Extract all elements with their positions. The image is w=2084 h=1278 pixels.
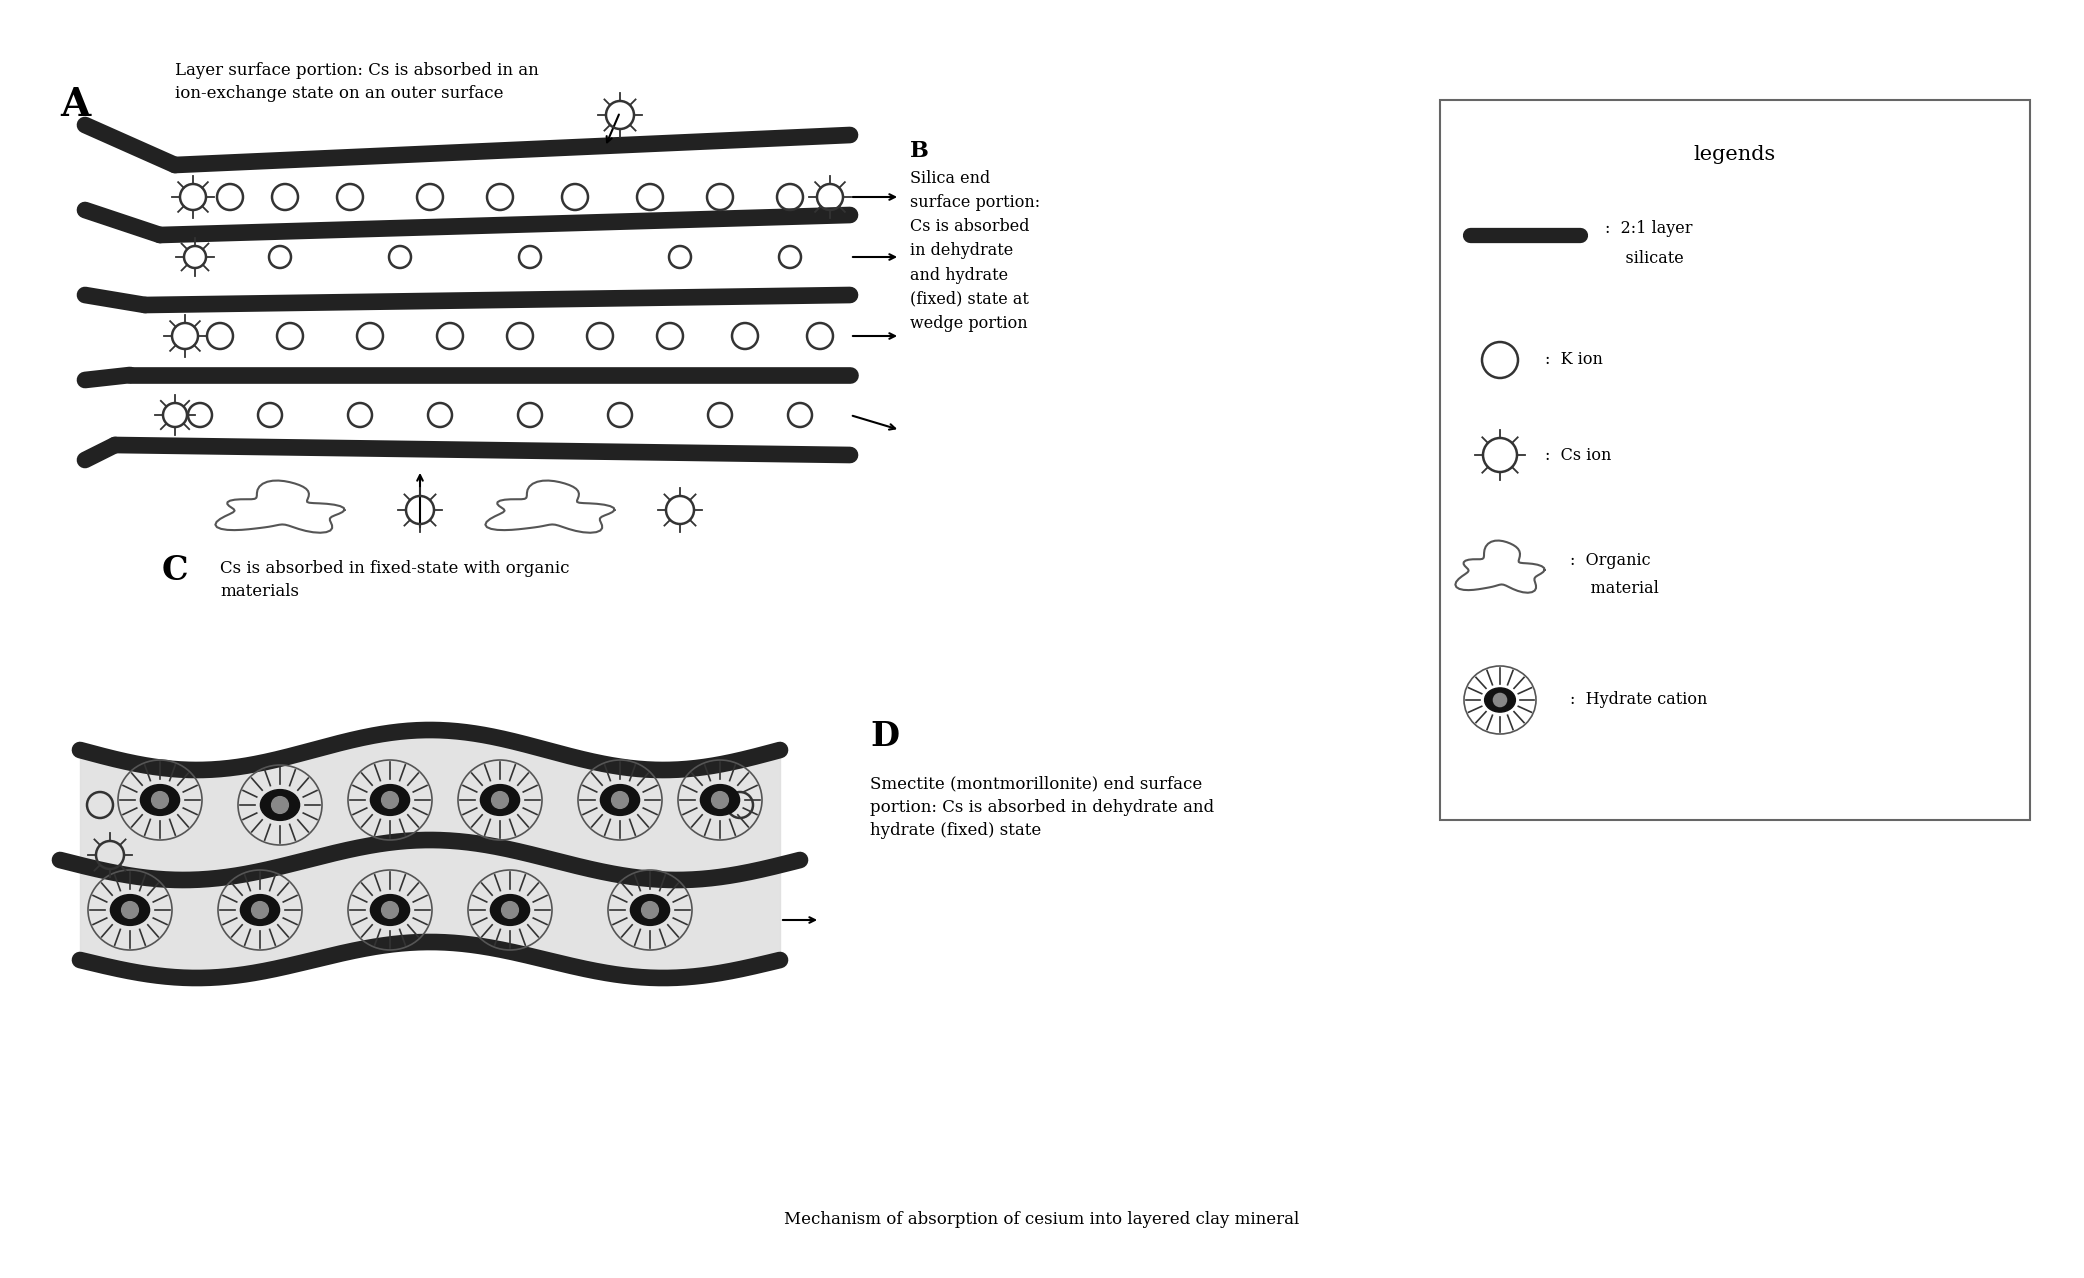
Text: Layer surface portion: Cs is absorbed in an
ion-exchange state on an outer surfa: Layer surface portion: Cs is absorbed in…: [175, 63, 540, 102]
Text: B: B: [911, 141, 929, 162]
Circle shape: [711, 791, 729, 809]
Text: Mechanism of absorption of cesium into layered clay mineral: Mechanism of absorption of cesium into l…: [784, 1212, 1300, 1228]
Circle shape: [381, 901, 398, 919]
FancyBboxPatch shape: [1440, 100, 2030, 820]
Circle shape: [381, 791, 398, 809]
Ellipse shape: [240, 895, 279, 925]
Text: material: material: [1569, 580, 1659, 597]
Ellipse shape: [140, 785, 179, 815]
Ellipse shape: [600, 785, 640, 815]
Text: :  Cs ion: : Cs ion: [1544, 446, 1611, 464]
Circle shape: [252, 901, 269, 919]
Circle shape: [152, 791, 169, 809]
Text: Silica end
surface portion:
Cs is absorbed
in dehydrate
and hydrate
(fixed) stat: Silica end surface portion: Cs is absorb…: [911, 170, 1040, 332]
Ellipse shape: [1484, 688, 1515, 712]
Circle shape: [271, 796, 288, 813]
Text: Smectite (montmorillonite) end surface
portion: Cs is absorbed in dehydrate and
: Smectite (montmorillonite) end surface p…: [869, 774, 1215, 838]
Text: silicate: silicate: [1605, 250, 1684, 267]
Circle shape: [502, 901, 519, 919]
Text: D: D: [869, 720, 898, 753]
Ellipse shape: [110, 895, 150, 925]
Circle shape: [611, 791, 629, 809]
Ellipse shape: [490, 895, 529, 925]
Circle shape: [492, 791, 508, 809]
Ellipse shape: [371, 895, 411, 925]
Ellipse shape: [481, 785, 519, 815]
Text: :  2:1 layer: : 2:1 layer: [1605, 220, 1692, 236]
Text: :  Organic: : Organic: [1569, 552, 1651, 569]
Text: :  K ion: : K ion: [1544, 351, 1603, 368]
Ellipse shape: [371, 785, 411, 815]
Text: C: C: [163, 553, 188, 587]
Ellipse shape: [700, 785, 740, 815]
Ellipse shape: [629, 895, 669, 925]
Ellipse shape: [260, 790, 300, 820]
Circle shape: [642, 901, 659, 919]
Circle shape: [1494, 694, 1507, 707]
Text: legends: legends: [1694, 146, 1776, 165]
Text: Cs is absorbed in fixed-state with organic
materials: Cs is absorbed in fixed-state with organ…: [221, 560, 569, 601]
Text: :  Hydrate cation: : Hydrate cation: [1569, 691, 1707, 708]
Text: A: A: [60, 86, 90, 124]
Circle shape: [121, 901, 138, 919]
